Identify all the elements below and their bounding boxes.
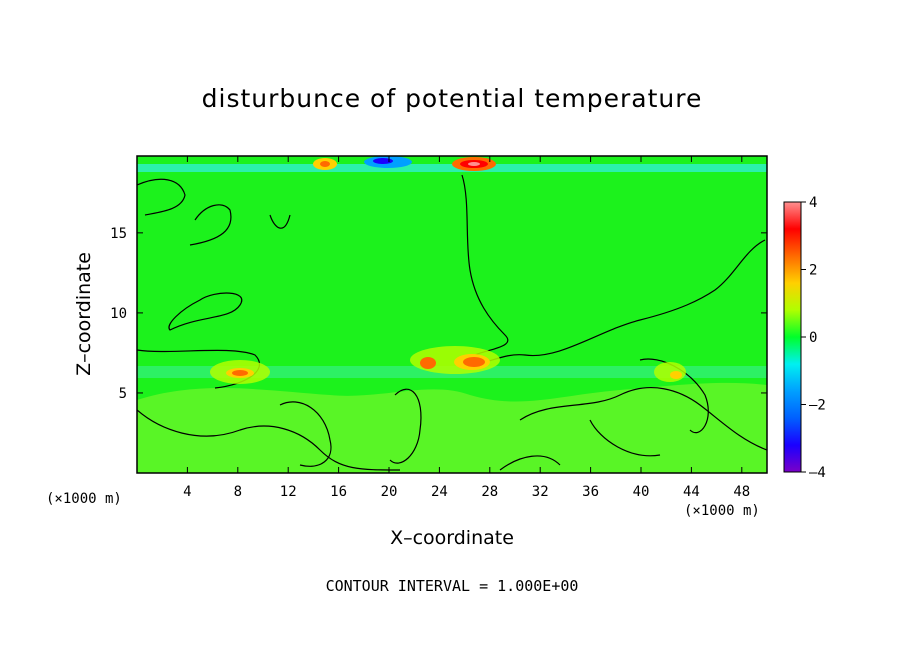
x-ticks: 4 8 12 16 20 24 28 32 36 40 44 48: [183, 156, 750, 500]
colorbar-tick-label: 0: [809, 330, 817, 346]
x-tick-label: 48: [733, 484, 750, 500]
x-tick-label: 28: [481, 484, 498, 500]
x-tick-label: 8: [234, 484, 242, 500]
x-tick-label: 40: [633, 484, 650, 500]
chart-title: disturbunce of potential temperature: [201, 84, 703, 113]
colorbar-ticks: –4 –2 0 2 4: [801, 195, 826, 481]
contour-interval-note: CONTOUR INTERVAL = 1.000E+00: [325, 577, 579, 595]
upper-cool-band: [137, 164, 767, 172]
x-tick-label: 16: [330, 484, 347, 500]
colorbar-tick-label: –2: [809, 398, 826, 414]
plot-frame: [136, 155, 768, 474]
contour-lines: [137, 174, 767, 471]
y-tick-label: 15: [110, 226, 127, 242]
colorbar-tick-label: 2: [809, 263, 817, 279]
colorbar-tick-label: 4: [809, 195, 817, 211]
x-tick-label: 24: [431, 484, 448, 500]
x-tick-label: 32: [532, 484, 549, 500]
y-tick-label: 10: [110, 306, 127, 322]
x-axis-label: X–coordinate: [390, 527, 514, 549]
anomaly-patches: [210, 156, 686, 384]
x-tick-label: 12: [280, 484, 297, 500]
colorbar-tick-label: –4: [809, 465, 826, 481]
x-tick-label: 44: [683, 484, 700, 500]
x-tick-label: 4: [183, 484, 191, 500]
plot-area: [137, 156, 767, 473]
y-ticks: 5 10 15: [110, 226, 767, 402]
x-unit-label-left: (×1000 m): [46, 491, 122, 507]
y-axis-label: Z–coordinate: [73, 252, 95, 376]
colorbar: [783, 201, 802, 473]
x-unit-label-right: (×1000 m): [684, 503, 760, 519]
x-tick-label: 20: [381, 484, 398, 500]
low-level-warm-region: [137, 382, 767, 473]
x-tick-label: 36: [582, 484, 599, 500]
y-tick-label: 5: [119, 386, 127, 402]
